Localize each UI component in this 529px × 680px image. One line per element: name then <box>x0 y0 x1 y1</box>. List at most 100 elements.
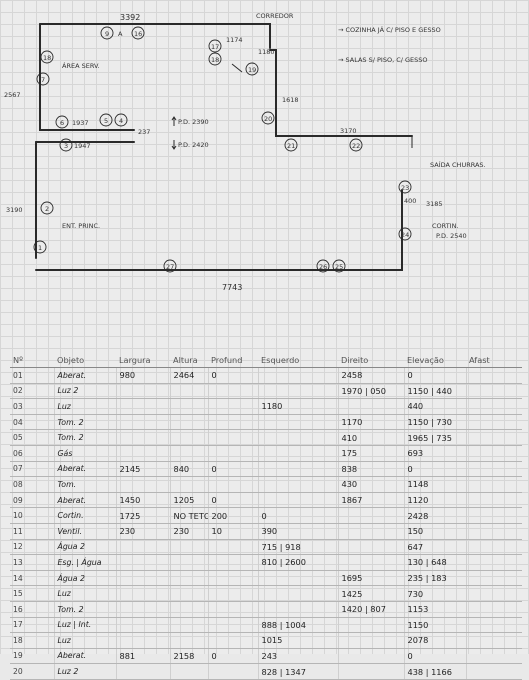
row-number: 18 <box>10 632 54 649</box>
value-cell: 881 <box>115 648 170 665</box>
value-cell: 1180 <box>257 398 338 415</box>
label-saida-churras: SAÍDA CHURRAS. <box>430 160 486 169</box>
value-cell: NO TETO <box>169 507 208 524</box>
dim-corridor-offset: 1180 <box>258 48 275 56</box>
value-cell <box>465 523 522 540</box>
value-cell <box>207 429 258 446</box>
label-cortin: CORTIN. <box>432 222 459 230</box>
svg-text:18: 18 <box>43 54 51 62</box>
svg-text:9: 9 <box>105 30 109 38</box>
svg-text:4: 4 <box>119 117 123 125</box>
note-salas: → SALAS S/ PISO, C/ GESSO <box>338 56 428 64</box>
table-header-row: Nº Objeto Largura Altura Profund Esquerdo Dire… <box>10 352 522 368</box>
value-cell: 0 <box>403 461 466 478</box>
value-cell <box>115 445 170 462</box>
value-cell <box>465 492 522 509</box>
svg-text:20: 20 <box>264 115 272 123</box>
value-cell: 150 <box>403 523 466 540</box>
table-row: 18 Luz 1015 2078 <box>10 632 522 649</box>
value-cell: 235 | 183 <box>403 570 466 587</box>
ceiling-height-3: P.D. 2540 <box>436 232 467 240</box>
column-header: Profund <box>208 352 258 368</box>
row-number: 17 <box>10 617 54 634</box>
row-number: 14 <box>10 570 54 587</box>
value-cell <box>169 617 208 634</box>
svg-text:24: 24 <box>401 231 409 239</box>
object-cell: Esg. | Água <box>53 554 116 571</box>
row-number: 08 <box>10 476 54 493</box>
table-row: 12 Água 2 715 | 918 647 <box>10 539 522 556</box>
column-header: Direito <box>338 352 404 368</box>
dim-bottom-wall: 7743 <box>222 283 242 292</box>
value-cell <box>207 663 258 680</box>
row-number: 15 <box>10 585 54 602</box>
object-cell: Tom. <box>53 476 116 493</box>
label-ent-princ: ENT. PRINC. <box>62 222 100 230</box>
marker-9: 9 <box>100 26 114 40</box>
value-cell <box>207 445 258 462</box>
value-cell: 390 <box>257 523 338 540</box>
value-cell <box>465 617 522 634</box>
value-cell: 838 <box>337 461 404 478</box>
value-cell: 243 <box>257 648 338 665</box>
object-cell: Aberat. <box>53 648 116 665</box>
value-cell <box>337 539 404 556</box>
value-cell: 10 <box>207 523 258 540</box>
value-cell <box>169 429 208 446</box>
table-row: 10 Cortin. 1725 NO TETO 200 0 2428 <box>10 507 522 524</box>
value-cell <box>207 414 258 431</box>
object-cell: Luz | Int. <box>53 617 116 634</box>
value-cell: 1450 <box>115 492 170 509</box>
value-cell <box>257 414 338 431</box>
value-cell <box>207 617 258 634</box>
marker-24: 24 <box>398 227 412 241</box>
value-cell: 840 <box>169 461 208 478</box>
marker-22: 22 <box>349 138 363 152</box>
value-cell <box>207 632 258 649</box>
value-cell: 2464 <box>169 367 208 384</box>
value-cell: 828 | 1347 <box>257 663 338 680</box>
value-cell <box>337 554 404 571</box>
value-cell <box>169 554 208 571</box>
value-cell <box>115 585 170 602</box>
arrow-up-icon <box>171 116 177 126</box>
value-cell: 175 <box>337 445 404 462</box>
table-row: 02 Luz 2 1970 | 050 1150 | 440 <box>10 383 522 400</box>
marker-17: 17 <box>208 39 222 53</box>
svg-text:18: 18 <box>211 56 219 64</box>
value-cell <box>337 663 404 680</box>
table-row: 11 Ventil. 230 230 10 390 150 <box>10 523 522 540</box>
value-cell <box>257 383 338 400</box>
object-cell: Aberat. <box>53 367 116 384</box>
value-cell: 1867 <box>337 492 404 509</box>
label-corredor: CORREDOR <box>256 12 294 20</box>
dim-inner-c: 237 <box>138 128 150 136</box>
object-cell: Tom. 2 <box>53 414 116 431</box>
column-header: Altura <box>170 352 208 368</box>
column-header: Elevação <box>404 352 466 368</box>
value-cell <box>465 601 522 618</box>
value-cell <box>465 367 522 384</box>
value-cell <box>207 539 258 556</box>
letter-a: A <box>118 30 123 38</box>
value-cell: 1725 <box>115 507 170 524</box>
row-number: 16 <box>10 601 54 618</box>
ceiling-height-2: P.D. 2420 <box>178 141 209 149</box>
dim-top-wall: 3392 <box>120 13 140 22</box>
object-cell: Luz 2 <box>53 663 116 680</box>
marker-23: 23 <box>398 180 412 194</box>
wall-inner-upper <box>39 91 135 131</box>
value-cell: 2458 <box>337 367 404 384</box>
value-cell <box>169 601 208 618</box>
value-cell <box>257 570 338 587</box>
table-row: 06 Gás 175 693 <box>10 445 522 462</box>
table-row: 08 Tom. 430 1148 <box>10 476 522 493</box>
svg-text:25: 25 <box>335 263 343 271</box>
value-cell <box>465 383 522 400</box>
object-cell: Aberat. <box>53 492 116 509</box>
table-row: 04 Tom. 2 1170 1150 | 730 <box>10 414 522 431</box>
table-row: 16 Tom. 2 1420 | 807 1153 <box>10 601 522 618</box>
value-cell: 230 <box>115 523 170 540</box>
value-cell <box>169 570 208 587</box>
table-row: 03 Luz 1180 440 <box>10 398 522 415</box>
